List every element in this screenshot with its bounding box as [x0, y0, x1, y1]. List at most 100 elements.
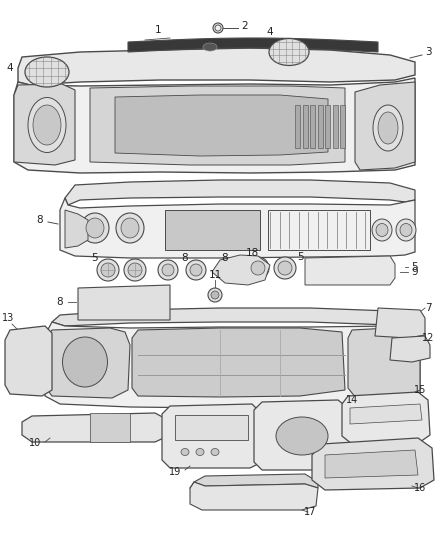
Text: 13: 13	[2, 313, 14, 323]
Polygon shape	[325, 105, 330, 148]
Ellipse shape	[86, 218, 104, 238]
Text: 18: 18	[245, 248, 258, 258]
Text: 3: 3	[425, 47, 431, 57]
Polygon shape	[254, 400, 350, 470]
Ellipse shape	[158, 260, 178, 280]
Polygon shape	[340, 105, 345, 148]
Polygon shape	[52, 308, 420, 328]
Text: 12: 12	[422, 333, 434, 343]
Polygon shape	[90, 86, 345, 165]
Ellipse shape	[211, 448, 219, 456]
Polygon shape	[65, 210, 88, 248]
Text: 9: 9	[412, 267, 418, 277]
Ellipse shape	[28, 98, 66, 152]
Ellipse shape	[376, 223, 388, 237]
Ellipse shape	[33, 105, 61, 145]
Text: 5: 5	[297, 252, 303, 262]
Polygon shape	[115, 95, 328, 156]
Ellipse shape	[128, 263, 142, 277]
Text: 17: 17	[304, 507, 316, 517]
Ellipse shape	[101, 263, 115, 277]
Polygon shape	[310, 105, 315, 148]
Ellipse shape	[274, 257, 296, 279]
Ellipse shape	[203, 43, 217, 51]
Ellipse shape	[124, 259, 146, 281]
Polygon shape	[348, 327, 420, 400]
Text: 15: 15	[414, 385, 426, 395]
Polygon shape	[350, 404, 422, 424]
Text: 14: 14	[346, 395, 358, 405]
Polygon shape	[212, 255, 270, 285]
Polygon shape	[190, 482, 318, 510]
Ellipse shape	[400, 223, 412, 237]
Polygon shape	[375, 308, 425, 338]
Text: 1: 1	[155, 25, 161, 35]
Polygon shape	[165, 210, 260, 250]
Text: 4: 4	[267, 27, 273, 37]
Polygon shape	[332, 105, 338, 148]
Polygon shape	[325, 450, 418, 478]
Polygon shape	[390, 336, 430, 362]
Ellipse shape	[81, 213, 109, 243]
Polygon shape	[60, 198, 415, 258]
Polygon shape	[14, 78, 415, 173]
Polygon shape	[355, 82, 415, 170]
Text: 19: 19	[169, 467, 181, 477]
Text: 5: 5	[412, 262, 418, 272]
Ellipse shape	[276, 417, 328, 455]
Ellipse shape	[162, 264, 174, 276]
Ellipse shape	[247, 257, 269, 279]
Ellipse shape	[181, 448, 189, 456]
Ellipse shape	[196, 448, 204, 456]
Ellipse shape	[269, 38, 309, 66]
Polygon shape	[305, 256, 395, 285]
Text: 11: 11	[208, 270, 222, 280]
Polygon shape	[318, 105, 322, 148]
Polygon shape	[22, 413, 168, 442]
Polygon shape	[295, 105, 300, 148]
Text: 4: 4	[7, 63, 13, 73]
Ellipse shape	[215, 25, 221, 31]
Ellipse shape	[211, 291, 219, 299]
Polygon shape	[14, 84, 75, 165]
Ellipse shape	[372, 219, 392, 241]
Ellipse shape	[213, 23, 223, 33]
Text: 2: 2	[242, 21, 248, 31]
Ellipse shape	[373, 105, 403, 151]
Ellipse shape	[396, 219, 416, 241]
Polygon shape	[5, 326, 52, 396]
Polygon shape	[303, 105, 307, 148]
Polygon shape	[128, 38, 378, 52]
Text: 16: 16	[414, 483, 426, 493]
Text: 8: 8	[222, 253, 228, 263]
Ellipse shape	[186, 260, 206, 280]
Text: 5: 5	[92, 253, 98, 263]
Polygon shape	[162, 404, 262, 468]
Polygon shape	[46, 328, 130, 398]
Text: 10: 10	[29, 438, 41, 448]
Ellipse shape	[63, 337, 107, 387]
Polygon shape	[65, 180, 415, 205]
Ellipse shape	[378, 112, 398, 144]
Polygon shape	[194, 474, 318, 488]
Ellipse shape	[251, 261, 265, 275]
Text: 7: 7	[425, 303, 431, 313]
Polygon shape	[132, 328, 345, 397]
Polygon shape	[78, 285, 170, 320]
Ellipse shape	[97, 259, 119, 281]
Ellipse shape	[121, 218, 139, 238]
Text: 8: 8	[57, 297, 64, 307]
Polygon shape	[175, 415, 248, 440]
Ellipse shape	[116, 213, 144, 243]
Ellipse shape	[278, 261, 292, 275]
Polygon shape	[342, 392, 430, 444]
Ellipse shape	[190, 264, 202, 276]
Polygon shape	[90, 413, 130, 442]
Polygon shape	[45, 322, 420, 408]
Polygon shape	[312, 438, 434, 490]
Text: 8: 8	[37, 215, 43, 225]
Ellipse shape	[25, 57, 69, 87]
Polygon shape	[18, 48, 415, 85]
Text: 8: 8	[182, 253, 188, 263]
Ellipse shape	[208, 288, 222, 302]
